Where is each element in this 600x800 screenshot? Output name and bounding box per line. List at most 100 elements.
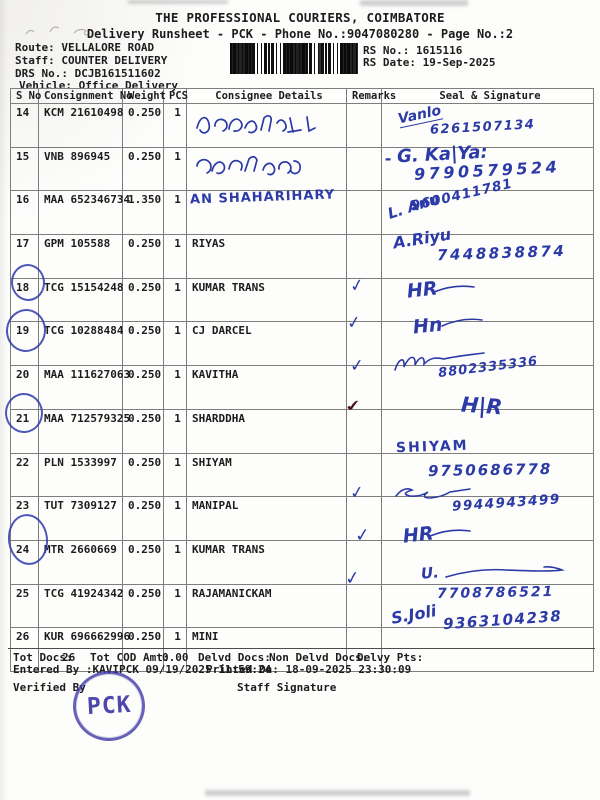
cell-consignment: KCM 21610498: [38, 103, 123, 148]
col-weight: Weight: [122, 88, 166, 104]
table-row: 22 PLN 1533997 0.250 1 SHIYAM: [10, 452, 594, 498]
cell-weight: 0.250: [122, 103, 164, 148]
table-row: 14 KCM 21610498 0.250 1: [10, 103, 594, 148]
staff-line: Staff: COUNTER DELIVERY: [15, 54, 168, 67]
cell-consignee: CJ DARCEL: [186, 321, 347, 367]
cell-weight: 0.250: [122, 277, 164, 323]
cell-s-no: 22: [10, 452, 39, 498]
signature-row19: Hn: [411, 313, 444, 339]
entered-by-line: Entered By :KAVIPCK 09/19/2025 11:59:24: [13, 663, 272, 676]
remark-check-20: ✓: [348, 355, 366, 377]
signature-row25: U.: [420, 563, 440, 583]
cell-remarks: [346, 234, 382, 279]
pck-stamp: PCK: [70, 668, 148, 744]
remark-check-19: ✓: [345, 312, 363, 334]
cell-seal-signature: [381, 321, 594, 367]
remark-check-25: ✓: [343, 567, 362, 590]
signature-tail-row24: [429, 529, 471, 537]
cell-pcs: 1: [163, 277, 187, 323]
staff-signature-label: Staff Signature: [237, 681, 337, 694]
cell-seal-signature: [381, 583, 594, 629]
tot-cod-label: Tot COD Amt:: [90, 651, 170, 664]
col-consignment-no: Consignment No: [38, 88, 133, 104]
cell-remarks: [346, 365, 382, 410]
cell-s-no: 26: [10, 627, 39, 672]
table-row: 25 TCG 41924342 0.250 1 RAJAMANICKAM: [10, 583, 594, 629]
cell-pcs: 1: [163, 365, 187, 410]
cell-consignee: MINI: [186, 627, 347, 672]
cell-consignment: TCG 41924342: [38, 583, 123, 629]
col-pcs: PCS: [163, 88, 188, 104]
scan-smudge-bottom: [205, 790, 470, 796]
signature-scrawl-row20: [394, 352, 485, 371]
tamil-handwriting-row15: [196, 155, 302, 176]
drs-no-line: DRS No.: DCJB161511602: [15, 67, 161, 80]
cell-consignee: RAJAMANICKAM: [186, 583, 347, 629]
cell-consignee: KUMAR TRANS: [186, 539, 347, 585]
phone-row22: 9750686778: [427, 459, 553, 481]
cell-consignee: SHIYAM: [186, 452, 347, 498]
tot-docs-label: Tot Docs:: [13, 651, 73, 664]
signature-tail-row19: [441, 318, 483, 327]
scan-smudge-top-left: [128, 0, 228, 4]
cell-consignment: GPM 105588: [38, 234, 123, 279]
col-seal-signature: Seal & Signature: [381, 88, 594, 104]
table-row: 21 MAA 712579325 0.250 1 SHARDDHA: [10, 408, 594, 454]
cell-pcs: 1: [163, 190, 187, 236]
phone-row17: 7448838874: [436, 241, 567, 265]
cell-pcs: 1: [163, 408, 187, 454]
footer-separator: [8, 648, 595, 649]
table-row: 26 KUR 696662996 0.250 1 MINI: [10, 627, 594, 672]
cell-pcs: 1: [163, 583, 187, 629]
cell-consignee: [186, 103, 347, 148]
table-row: 23 TUT 7309127 0.250 1 MANIPAL: [10, 496, 594, 541]
remark-check-24: ✓: [353, 524, 372, 547]
signature-row21: H|R: [460, 392, 504, 420]
delvy-pts-label: Delvy Pts:: [357, 651, 424, 664]
cell-consignee: MANIPAL: [186, 496, 347, 541]
cell-seal-signature: [381, 627, 594, 672]
cell-remarks: [346, 190, 382, 236]
non-delvd-docs-label: Non Delvd Docs:: [269, 651, 369, 664]
phone-row25: 7708786521: [436, 583, 555, 603]
cell-consignment: MAA 712579325: [38, 408, 130, 454]
cell-remarks: [346, 146, 382, 192]
table-row: 17 GPM 105588 0.250 1 RIYAS: [10, 234, 594, 279]
cell-weight: 0.250: [122, 496, 164, 541]
cell-weight: 0.250: [122, 234, 164, 279]
cell-consignee: RIYAS: [186, 234, 347, 279]
cell-remarks: [346, 583, 382, 629]
cell-seal-signature: [381, 452, 594, 498]
cell-pcs: 1: [163, 146, 187, 192]
signature-scrawl-row23: [395, 488, 471, 499]
cell-weight: 0.250: [122, 539, 164, 585]
delvd-docs-label: Delvd Docs:: [198, 651, 271, 664]
signature-stroke-row25: [445, 566, 566, 578]
cell-s-no: 16: [10, 190, 39, 236]
verified-by-label: Verified By: [13, 681, 86, 694]
cell-consignment: TUT 7309127: [38, 496, 123, 541]
cell-weight: 0.250: [122, 583, 164, 629]
runsheet-table: S No Consignment No Weight PCS Consignee…: [10, 88, 594, 672]
cell-consignee: [186, 190, 347, 236]
pencil-scribble: [25, 26, 89, 36]
cell-weight: 0.250: [122, 452, 164, 498]
cell-s-no: 24: [10, 539, 39, 585]
cell-s-no: 14: [10, 103, 39, 148]
tamil-handwriting-row14: [196, 115, 316, 134]
cell-seal-signature: [381, 496, 594, 541]
cell-s-no: 25: [10, 583, 39, 629]
cell-consignment: PLN 1533997: [38, 452, 123, 498]
col-remarks: Remarks: [346, 88, 396, 104]
cell-consignment: VNB 896945: [38, 146, 123, 192]
cell-pcs: 1: [163, 321, 187, 367]
signature-row22: SHIYAM: [395, 437, 469, 457]
cell-pcs: 1: [163, 539, 187, 585]
cell-pcs: 1: [163, 234, 187, 279]
cell-consignment: TCG 15154248: [38, 277, 123, 323]
cell-weight: 0.250: [122, 408, 164, 454]
col-consignee-details: Consignee Details: [186, 88, 347, 104]
cell-weight: 0.250: [122, 321, 164, 367]
scan-smudge-top-right: [360, 0, 468, 6]
